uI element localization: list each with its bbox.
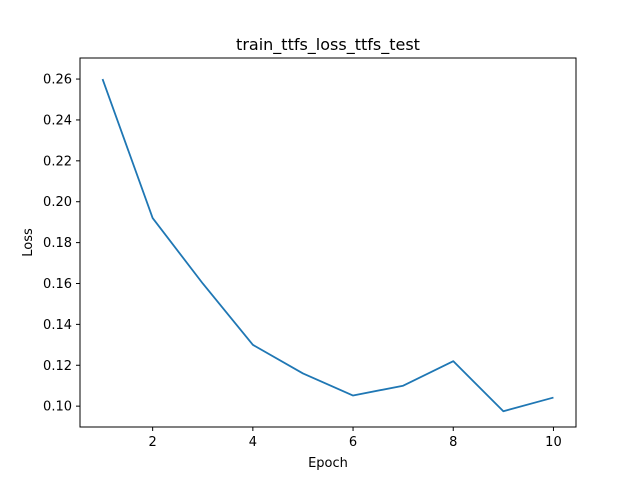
y-tick-label: 0.18 (43, 236, 72, 251)
x-tick-label: 8 (449, 435, 457, 450)
y-tick-label: 0.22 (43, 154, 72, 169)
y-tick-label: 0.26 (43, 73, 72, 88)
y-tick-label: 0.20 (43, 195, 72, 210)
y-tick-label: 0.10 (43, 400, 72, 415)
x-tick-label: 10 (545, 435, 562, 450)
series-line (101, 78, 554, 413)
chart-title: train_ttfs_loss_ttfs_test (236, 35, 420, 55)
x-tick-label: 4 (249, 435, 257, 450)
y-tick-label: 0.12 (43, 359, 72, 374)
x-axis-label: Epoch (308, 456, 348, 471)
plot-area (101, 78, 554, 413)
y-axis-label: Loss (21, 228, 36, 257)
x-axis: 2 4 6 8 10 (149, 427, 562, 450)
y-tick-label: 0.16 (43, 277, 72, 292)
axes-frame (79, 57, 577, 428)
x-tick-label: 6 (349, 435, 357, 450)
y-tick-label: 0.24 (43, 113, 72, 128)
x-tick-label: 2 (149, 435, 157, 450)
y-axis: 0.10 0.12 0.14 0.16 0.18 0.20 0.22 0.24 0.26 (43, 73, 80, 415)
y-tick-label: 0.14 (43, 318, 72, 333)
